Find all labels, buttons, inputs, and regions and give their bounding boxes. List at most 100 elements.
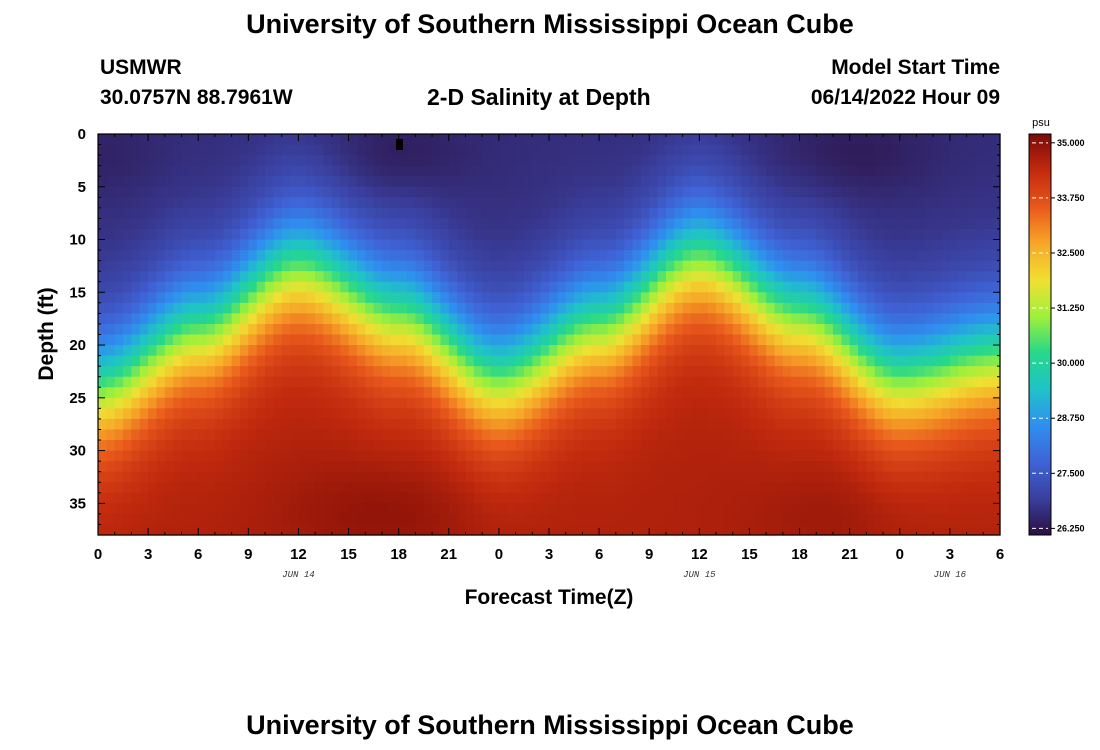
- heatmap-cell: [432, 482, 442, 494]
- heatmap-cell: [432, 513, 442, 526]
- heatmap-cell: [265, 461, 274, 473]
- heatmap-cell: [983, 176, 993, 188]
- heatmap-cell: [340, 366, 350, 378]
- heatmap-cell: [281, 387, 291, 399]
- heatmap-cell: [331, 418, 341, 431]
- heatmap-cell: [908, 302, 918, 314]
- heatmap-cell: [189, 186, 199, 198]
- heatmap-cell: [315, 376, 325, 388]
- heatmap-cell: [974, 334, 984, 346]
- heatmap-cell: [941, 366, 951, 378]
- heatmap-cell: [649, 376, 659, 388]
- heatmap-cell: [540, 387, 550, 399]
- heatmap-cell: [782, 197, 792, 209]
- heatmap-cell: [532, 281, 542, 293]
- heatmap-cell: [807, 376, 817, 388]
- heatmap-cell: [390, 176, 400, 188]
- heatmap-cell: [690, 218, 700, 230]
- heatmap-cell: [507, 239, 517, 251]
- heatmap-cell: [599, 366, 609, 378]
- heatmap-cell: [766, 218, 776, 230]
- heatmap-cell: [874, 429, 884, 441]
- heatmap-cell: [766, 408, 776, 420]
- heatmap-cell: [139, 482, 149, 494]
- heatmap-cell: [106, 376, 116, 388]
- heatmap-cell: [899, 323, 909, 336]
- heatmap-cell: [599, 218, 609, 230]
- heatmap-cell: [465, 165, 475, 177]
- heatmap-cell: [724, 345, 734, 357]
- heatmap-cell: [123, 292, 133, 304]
- heatmap-cell: [315, 250, 325, 262]
- heatmap-cell: [991, 418, 1001, 431]
- heatmap-cell: [657, 165, 667, 177]
- x-tick-label: 18: [791, 546, 808, 563]
- heatmap-cell: [256, 271, 266, 283]
- heatmap-cell: [507, 260, 517, 272]
- heatmap-cell: [632, 524, 642, 536]
- heatmap-cell: [891, 503, 901, 515]
- heatmap-cell: [732, 408, 742, 420]
- heatmap-cell: [540, 271, 550, 283]
- heatmap-cell: [549, 207, 558, 220]
- heatmap-cell: [682, 313, 692, 325]
- heatmap-cell: [724, 323, 734, 336]
- heatmap-cell: [131, 355, 141, 367]
- heatmap-cell: [649, 134, 659, 146]
- heatmap-cell: [206, 323, 216, 336]
- heatmap-cell: [198, 450, 208, 462]
- heatmap-cell: [632, 155, 642, 167]
- heatmap-cell: [248, 440, 258, 452]
- heatmap-cell: [131, 176, 141, 188]
- heatmap-cell: [649, 440, 659, 452]
- heatmap-cell: [473, 408, 483, 420]
- heatmap-cell: [974, 260, 984, 272]
- heatmap-cell: [707, 450, 717, 462]
- heatmap-cell: [331, 345, 341, 357]
- heatmap-cell: [924, 144, 934, 156]
- heatmap-cell: [749, 387, 759, 399]
- heatmap-cell: [457, 292, 467, 304]
- heatmap-cell: [423, 418, 433, 431]
- heatmap-cell: [682, 513, 692, 526]
- heatmap-cell: [899, 292, 909, 304]
- heatmap-cell: [949, 513, 959, 526]
- heatmap-cell: [139, 387, 149, 399]
- heatmap-cell: [607, 387, 617, 399]
- heatmap-cell: [974, 461, 984, 473]
- heatmap-cell: [924, 334, 934, 346]
- heatmap-cell: [448, 397, 458, 409]
- heatmap-cell: [858, 239, 867, 251]
- heatmap-cell: [348, 450, 358, 462]
- heatmap-cell: [173, 387, 183, 399]
- heatmap-cell: [139, 334, 149, 346]
- heatmap-cell: [273, 524, 283, 536]
- heatmap-cell: [523, 408, 533, 420]
- heatmap-cell: [398, 144, 408, 156]
- heatmap-cell: [365, 260, 375, 272]
- heatmap-cell: [657, 440, 667, 452]
- heatmap-cell: [223, 397, 233, 409]
- heatmap-cell: [557, 186, 567, 198]
- heatmap-cell: [924, 260, 934, 272]
- heatmap-cell: [724, 408, 734, 420]
- heatmap-cell: [883, 387, 893, 399]
- heatmap-cell: [682, 471, 692, 483]
- heatmap-cell: [173, 429, 183, 441]
- heatmap-cell: [832, 313, 842, 325]
- heatmap-cell: [423, 218, 433, 230]
- heatmap-cell: [498, 387, 508, 399]
- heatmap-cell: [632, 471, 642, 483]
- heatmap-cell: [724, 355, 734, 367]
- heatmap-cell: [181, 218, 191, 230]
- heatmap-cell: [891, 376, 901, 388]
- heatmap-cell: [690, 429, 700, 441]
- heatmap-cell: [841, 366, 851, 378]
- heatmap-cell: [181, 323, 191, 336]
- heatmap-cell: [682, 334, 692, 346]
- heatmap-cell: [256, 144, 266, 156]
- heatmap-cell: [674, 397, 684, 409]
- heatmap-cell: [741, 155, 751, 167]
- heatmap-cell: [565, 418, 575, 431]
- heatmap-cell: [841, 271, 851, 283]
